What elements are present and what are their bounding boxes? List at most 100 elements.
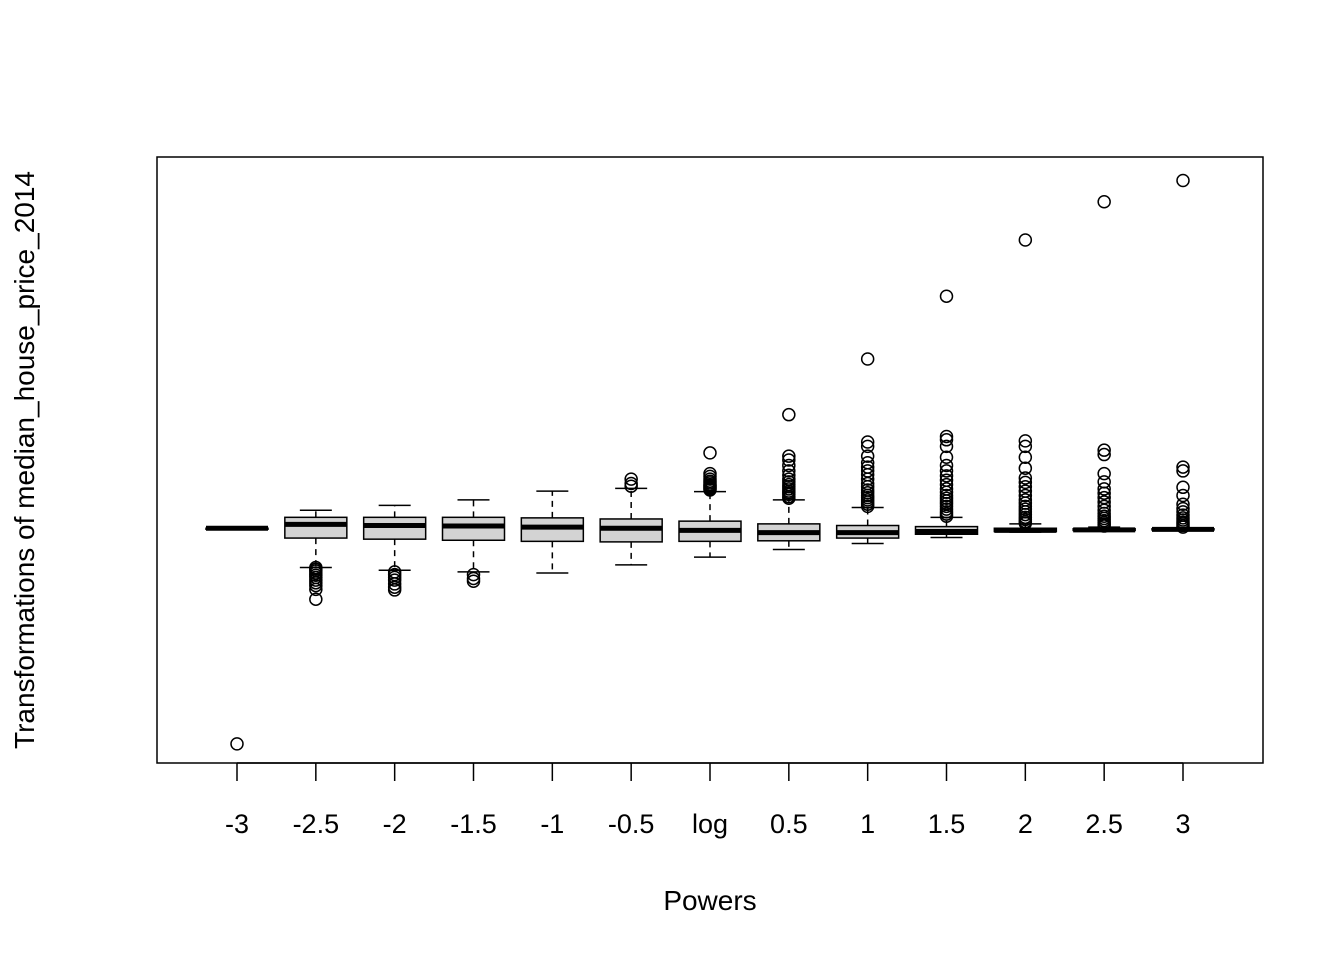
outlier-point <box>1176 508 1190 522</box>
outlier-point <box>1097 475 1111 489</box>
outlier-point <box>1018 461 1033 475</box>
box-group-2.5 <box>1072 195 1136 533</box>
outlier-point <box>1018 439 1033 454</box>
outlier-point <box>387 583 402 597</box>
x-tick-label: 2 <box>1018 809 1033 839</box>
outlier-point <box>1018 493 1033 507</box>
outlier-point <box>860 435 875 449</box>
outlier-point <box>1097 495 1111 509</box>
outlier-point <box>1018 233 1033 247</box>
box-group--1 <box>520 490 585 574</box>
outlier-point <box>1176 497 1190 511</box>
box-group--1.5 <box>441 499 506 588</box>
outlier-point <box>1018 484 1033 498</box>
y-axis-title: Transformations of median_house_price_20… <box>9 171 40 749</box>
box-group--2.5 <box>284 509 348 606</box>
outlier-point <box>860 483 875 497</box>
outlier-point <box>1097 466 1111 481</box>
x-axis-title: Powers <box>663 885 756 916</box>
outlier-point <box>1018 434 1033 448</box>
box-group-3 <box>1151 173 1215 534</box>
outlier-point <box>939 450 954 465</box>
outlier-point <box>939 464 954 478</box>
outlier-point <box>230 737 244 751</box>
outlier-point <box>1097 490 1111 505</box>
outlier-point <box>624 476 638 491</box>
outlier-point <box>1097 482 1111 496</box>
outlier-point <box>703 446 717 460</box>
outlier-point <box>782 472 796 486</box>
x-axis: -3 -2.5 -2 -1.5 -1 -0.5 log 0.5 1 1.5 2 2.5 3 <box>225 762 1191 839</box>
outlier-point <box>939 429 954 444</box>
x-tick-label: -1 <box>540 809 564 839</box>
box-group--2 <box>362 504 427 597</box>
outlier-point <box>1176 488 1190 503</box>
x-tick-label: log <box>692 809 728 839</box>
outlier-point <box>1097 443 1111 457</box>
box-iqr <box>362 516 427 540</box>
outlier-point <box>939 433 954 447</box>
outlier-point <box>1018 450 1033 465</box>
x-tick-label: -2 <box>383 809 407 839</box>
outlier-point <box>309 592 323 606</box>
plot-frame <box>156 156 1264 764</box>
outlier-point <box>309 582 323 597</box>
x-tick-label: -3 <box>225 809 249 839</box>
outlier-point <box>466 567 481 582</box>
x-tick-label: 0.5 <box>770 809 808 839</box>
outlier-point <box>939 477 954 492</box>
outlier-point <box>1018 488 1033 503</box>
outlier-point <box>387 573 402 587</box>
box-group-1.5 <box>914 289 979 539</box>
x-tick-label: 3 <box>1175 809 1190 839</box>
outlier-point <box>1018 480 1033 494</box>
outlier-point <box>782 407 796 422</box>
outlier-point <box>1176 173 1190 188</box>
outlier-point <box>782 458 796 473</box>
outlier-point <box>1176 464 1190 478</box>
x-tick-label: 2.5 <box>1085 809 1123 839</box>
x-tick-label: -0.5 <box>608 809 655 839</box>
outlier-point <box>1176 480 1190 495</box>
outlier-point <box>939 289 954 303</box>
box-group--3 <box>205 525 269 751</box>
box-group-1 <box>835 352 900 545</box>
outlier-point <box>1097 499 1111 514</box>
outlier-point <box>939 469 954 483</box>
outlier-point <box>860 464 875 478</box>
outlier-point <box>860 439 875 454</box>
outlier-point <box>782 464 796 478</box>
outlier-point <box>1176 505 1190 519</box>
outlier-point <box>309 578 323 593</box>
outlier-point <box>860 352 875 366</box>
box-group-log <box>678 446 742 558</box>
outlier-point <box>624 472 638 486</box>
box-group-2 <box>993 233 1058 533</box>
outlier-point <box>1097 447 1111 462</box>
outlier-point <box>387 577 402 591</box>
outlier-point <box>466 574 481 588</box>
x-tick-label: -1.5 <box>450 809 497 839</box>
box-iqr <box>441 516 506 542</box>
outlier-point <box>1097 195 1111 209</box>
outlier-point <box>939 439 954 454</box>
outlier-point <box>1018 471 1033 485</box>
box-group--0.5 <box>599 472 663 566</box>
outlier-point <box>860 455 875 470</box>
outlier-point <box>1018 499 1033 514</box>
outlier-point <box>860 449 875 463</box>
x-tick-label: -2.5 <box>293 809 340 839</box>
outlier-point <box>782 453 796 467</box>
outlier-point <box>939 458 954 473</box>
outlier-point <box>703 466 717 481</box>
outlier-point <box>782 468 796 483</box>
boxes-layer <box>205 173 1215 751</box>
outlier-point <box>860 460 875 474</box>
box-iqr <box>284 516 348 539</box>
box-group-0.5 <box>757 407 821 551</box>
outlier-point <box>1018 475 1033 490</box>
outlier-point <box>1176 460 1190 474</box>
x-tick-label: 1.5 <box>928 809 966 839</box>
outlier-point <box>939 473 954 487</box>
